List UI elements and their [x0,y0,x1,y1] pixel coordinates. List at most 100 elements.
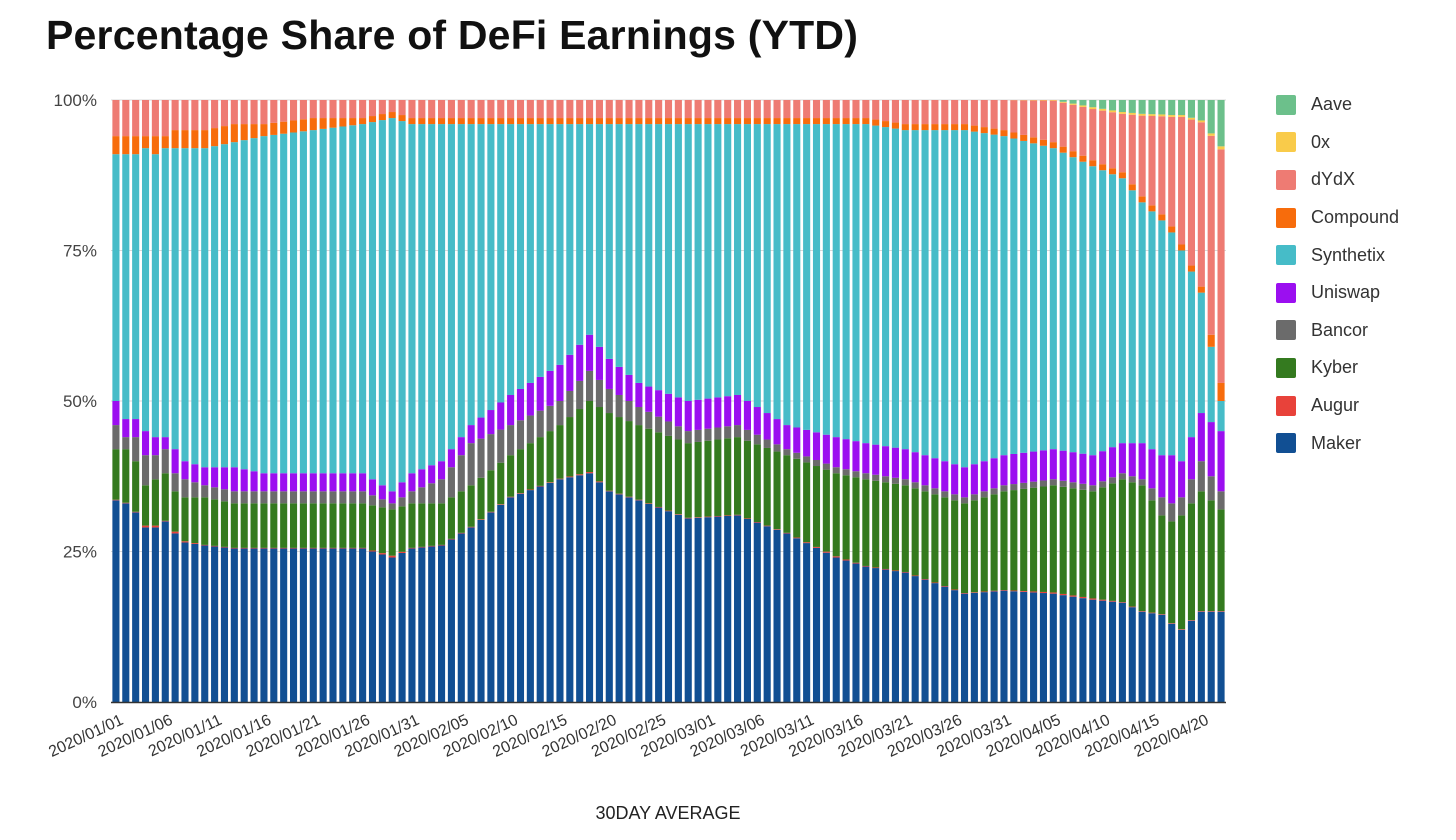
bar-segment-dydx[interactable] [309,100,317,119]
bar-segment-maker[interactable] [556,479,564,702]
bar-segment-synthetix[interactable] [398,121,406,483]
bar-segment-augur[interactable] [378,553,386,555]
bar-segment-compound[interactable] [1089,160,1097,167]
bar-segment-bancor[interactable] [191,482,199,498]
bar-segment-0x[interactable] [1178,115,1186,117]
bar-segment-maker[interactable] [428,546,436,702]
bar-segment-kyber[interactable] [299,503,307,548]
bar-segment-maker[interactable] [793,538,801,702]
bar-segment-uniswap[interactable] [270,473,278,492]
bar-segment-compound[interactable] [1178,244,1186,251]
bar-segment-synthetix[interactable] [812,124,821,433]
bar-segment-dydx[interactable] [230,100,238,125]
bar-segment-maker[interactable] [1148,613,1156,702]
bar-segment-kyber[interactable] [773,451,781,530]
bar-segment-synthetix[interactable] [181,148,189,462]
bar-segment-kyber[interactable] [280,503,288,548]
bar-segment-kyber[interactable] [635,425,643,500]
bar-segment-bancor[interactable] [536,410,544,438]
legend-item-0x[interactable]: 0x [1276,124,1399,162]
bar-segment-maker[interactable] [576,475,584,702]
bar-segment-dydx[interactable] [1020,100,1028,135]
bar-segment-synthetix[interactable] [447,124,455,450]
bar-segment-0x[interactable] [1049,100,1057,101]
bar-segment-bancor[interactable] [181,479,189,498]
bar-segment-uniswap[interactable] [862,443,870,474]
bar-segment-dydx[interactable] [980,100,988,128]
bar-segment-synthetix[interactable] [852,124,860,442]
bar-segment-compound[interactable] [625,118,633,125]
bar-segment-bancor[interactable] [220,489,229,502]
bar-segment-synthetix[interactable] [763,124,771,414]
bar-segment-maker[interactable] [911,576,919,702]
bar-segment-maker[interactable] [941,586,949,702]
bar-segment-maker[interactable] [191,543,199,702]
bar-segment-aave[interactable] [1089,100,1097,108]
bar-segment-kyber[interactable] [151,479,159,526]
bar-segment-uniswap[interactable] [438,461,446,480]
bar-segment-0x[interactable] [1158,114,1166,117]
bar-segment-synthetix[interactable] [960,130,969,468]
bar-segment-compound[interactable] [595,118,603,125]
bar-segment-compound[interactable] [832,118,840,125]
bar-segment-kyber[interactable] [694,441,702,518]
bar-segment-maker[interactable] [349,548,357,702]
bar-segment-augur[interactable] [398,551,406,553]
bar-segment-bancor[interactable] [359,491,367,504]
bar-segment-compound[interactable] [655,118,663,125]
bar-segment-kyber[interactable] [595,407,603,482]
bar-segment-synthetix[interactable] [359,124,367,474]
bar-segment-bancor[interactable] [1079,483,1087,490]
bar-segment-kyber[interactable] [388,509,396,556]
bar-segment-synthetix[interactable] [1079,161,1087,454]
bar-segment-compound[interactable] [418,118,426,125]
bar-segment-maker[interactable] [990,591,998,702]
bar-segment-dydx[interactable] [674,100,682,119]
bar-segment-compound[interactable] [546,118,554,125]
bar-segment-synthetix[interactable] [872,125,880,445]
bar-segment-dydx[interactable] [1148,115,1156,206]
bar-segment-uniswap[interactable] [724,396,732,427]
bar-segment-dydx[interactable] [329,100,337,119]
bar-segment-kyber[interactable] [418,503,426,547]
bar-segment-dydx[interactable] [970,100,978,126]
bar-segment-compound[interactable] [1168,226,1176,233]
bar-segment-dydx[interactable] [960,100,969,125]
bar-segment-augur[interactable] [1030,591,1038,593]
bar-segment-synthetix[interactable] [674,124,682,398]
bar-segment-compound[interactable] [872,119,880,126]
bar-segment-kyber[interactable] [901,485,909,572]
bar-segment-kyber[interactable] [122,449,130,503]
bar-segment-uniswap[interactable] [1108,447,1117,478]
bar-segment-uniswap[interactable] [388,491,396,504]
bar-segment-bancor[interactable] [299,491,307,504]
bar-segment-kyber[interactable] [566,417,574,477]
bar-segment-maker[interactable] [773,529,781,702]
bar-segment-augur[interactable] [141,525,150,528]
bar-segment-synthetix[interactable] [191,148,199,465]
bar-segment-synthetix[interactable] [1099,170,1107,452]
bar-segment-maker[interactable] [122,503,130,702]
bar-segment-maker[interactable] [280,548,288,702]
bar-segment-kyber[interactable] [753,444,761,522]
bar-segment-uniswap[interactable] [260,473,268,492]
bar-segment-kyber[interactable] [339,503,347,548]
bar-segment-aave[interactable] [1069,100,1077,104]
bar-segment-augur[interactable] [1059,593,1067,596]
bar-segment-bancor[interactable] [1069,482,1077,489]
bar-segment-bancor[interactable] [566,390,574,418]
bar-segment-uniswap[interactable] [694,399,702,430]
bar-segment-synthetix[interactable] [1217,401,1225,432]
bar-segment-kyber[interactable] [576,409,584,475]
bar-segment-synthetix[interactable] [862,124,870,444]
bar-segment-kyber[interactable] [112,449,120,500]
bar-segment-maker[interactable] [970,592,978,702]
bar-segment-dydx[interactable] [951,100,959,125]
bar-segment-uniswap[interactable] [151,437,159,456]
bar-segment-maker[interactable] [260,548,268,702]
bar-segment-maker[interactable] [497,504,505,702]
bar-segment-dydx[interactable] [783,100,791,119]
bar-segment-uniswap[interactable] [339,473,347,492]
bar-segment-compound[interactable] [299,119,307,132]
bar-segment-compound[interactable] [674,118,682,125]
